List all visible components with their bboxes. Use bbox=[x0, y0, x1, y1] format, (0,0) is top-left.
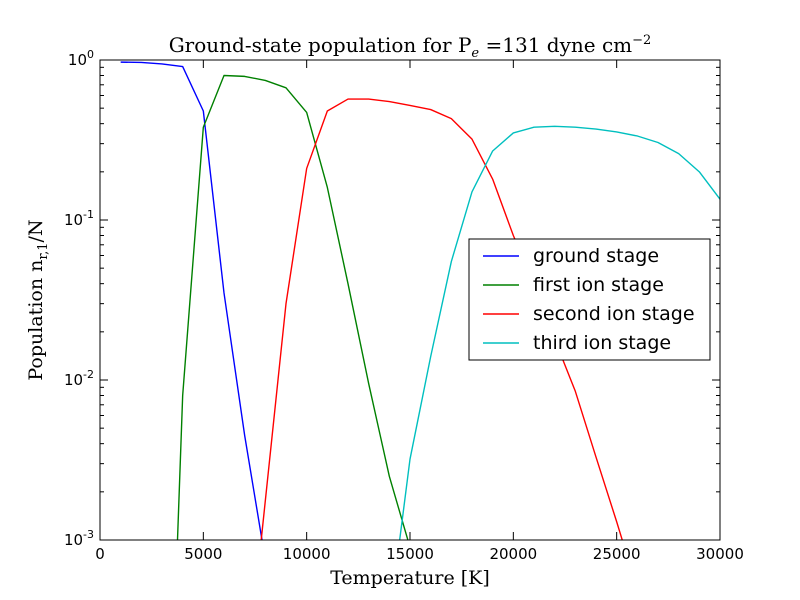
y-axis-label: Population nr,1/N bbox=[25, 219, 51, 380]
x-tick-label: 30000 bbox=[696, 545, 744, 563]
y-tick-label: 100 bbox=[68, 48, 94, 69]
y-axis-ticks: 10-3 10-2 10-1 100 bbox=[64, 48, 720, 549]
series-line-ground-stage bbox=[120, 61, 263, 540]
legend-label-first-ion-stage: first ion stage bbox=[533, 274, 664, 296]
x-tick-label: 0 bbox=[95, 545, 105, 563]
chart-title: Ground-state population for Pe =131 dyne… bbox=[169, 33, 652, 61]
x-axis-ticks: 0 5000 10000 15000 20000 25000 30000 bbox=[95, 60, 744, 563]
series-group bbox=[120, 61, 720, 540]
legend-label-ground-stage: ground stage bbox=[533, 245, 659, 267]
chart-legend: ground stage first ion stage second ion st… bbox=[468, 238, 711, 361]
legend-box bbox=[468, 238, 711, 361]
x-axis-label: Temperature [K] bbox=[330, 567, 490, 589]
chart-title-superscript: −2 bbox=[632, 33, 651, 48]
y-tick-label: 10-2 bbox=[64, 368, 94, 389]
chart-title-middle: =131 dyne cm bbox=[479, 33, 632, 57]
x-tick-label: 5000 bbox=[184, 545, 222, 563]
series-line-second-ion-stage bbox=[260, 98, 623, 540]
x-tick-label: 20000 bbox=[489, 545, 537, 563]
chart-title-main: Ground-state population for P bbox=[169, 33, 472, 57]
legend-label-second-ion-stage: second ion stage bbox=[533, 303, 695, 325]
chart-title-subscript: e bbox=[471, 46, 479, 61]
x-tick-label: 10000 bbox=[283, 545, 331, 563]
legend-label-third-ion-stage: third ion stage bbox=[533, 332, 671, 354]
y-axis-label-subscript: r,1 bbox=[36, 242, 51, 259]
y-tick-label: 10-1 bbox=[64, 208, 94, 229]
x-tick-label: 15000 bbox=[386, 545, 434, 563]
x-tick-label: 25000 bbox=[593, 545, 641, 563]
y-axis-label-end: /N bbox=[25, 219, 47, 242]
y-tick-label: 10-3 bbox=[64, 528, 94, 549]
series-line-first-ion-stage bbox=[176, 74, 409, 540]
series-line-third-ion-stage bbox=[398, 125, 720, 540]
y-axis-label-main: Population n bbox=[25, 260, 47, 381]
